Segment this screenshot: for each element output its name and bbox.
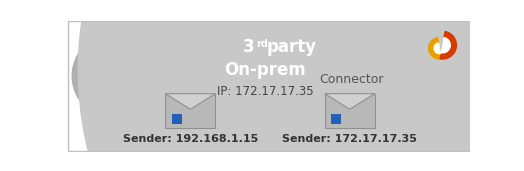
Bar — [391, 70, 443, 87]
Text: Sender: 172.17.17.35: Sender: 172.17.17.35 — [282, 134, 417, 144]
Polygon shape — [166, 94, 215, 109]
Text: 3: 3 — [243, 38, 255, 56]
Wedge shape — [429, 38, 441, 59]
Bar — [223, 36, 308, 59]
Text: IP: 172.17.17.35: IP: 172.17.17.35 — [217, 85, 314, 98]
Bar — [171, 114, 181, 124]
Text: Sender: 192.168.1.15: Sender: 192.168.1.15 — [123, 134, 258, 144]
Circle shape — [79, 0, 524, 171]
Circle shape — [134, 0, 524, 171]
Wedge shape — [440, 31, 456, 59]
Ellipse shape — [107, 48, 125, 58]
Wedge shape — [434, 43, 441, 54]
Circle shape — [157, 0, 524, 171]
Bar — [166, 94, 215, 128]
Ellipse shape — [117, 58, 134, 86]
Circle shape — [72, 34, 157, 118]
Text: party: party — [267, 38, 317, 56]
Bar — [325, 94, 375, 128]
Circle shape — [184, 0, 524, 171]
Ellipse shape — [96, 62, 121, 97]
Polygon shape — [325, 94, 375, 109]
Text: Connector: Connector — [320, 73, 384, 86]
Wedge shape — [441, 38, 450, 53]
FancyArrow shape — [161, 57, 207, 69]
Bar — [223, 59, 308, 81]
Text: On-prem: On-prem — [225, 61, 307, 79]
FancyArrow shape — [315, 55, 376, 71]
Text: rd: rd — [256, 39, 268, 49]
Circle shape — [146, 0, 524, 171]
Bar — [331, 114, 341, 124]
